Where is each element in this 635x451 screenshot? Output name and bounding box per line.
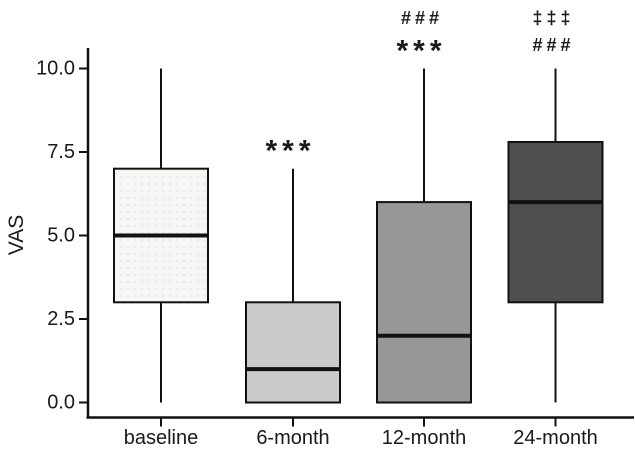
significance-annotation-24-month: ### [532, 35, 574, 55]
significance-annotation-24-month: ‡‡‡ [532, 8, 574, 28]
y-tick-label: 0.0 [47, 392, 75, 414]
y-tick-label: 10.0 [36, 58, 75, 80]
significance-annotation-12-month: ### [401, 8, 443, 28]
x-category-label: 24-month [513, 427, 598, 449]
box-24-month [507, 140, 604, 304]
y-tick-label: 7.5 [47, 141, 75, 163]
significance-annotation-12-month: *** [396, 35, 446, 68]
box-6-month [245, 301, 341, 404]
significance-annotation-6-month: *** [265, 135, 315, 168]
y-tick-label: 2.5 [47, 308, 75, 330]
y-tick-label: 5.0 [47, 225, 75, 247]
box-12-month [376, 201, 472, 404]
x-category-label: baseline [124, 427, 199, 449]
y-axis-title: VAS [5, 214, 28, 256]
x-category-label: 6-month [256, 427, 329, 449]
x-category-label: 12-month [382, 427, 467, 449]
